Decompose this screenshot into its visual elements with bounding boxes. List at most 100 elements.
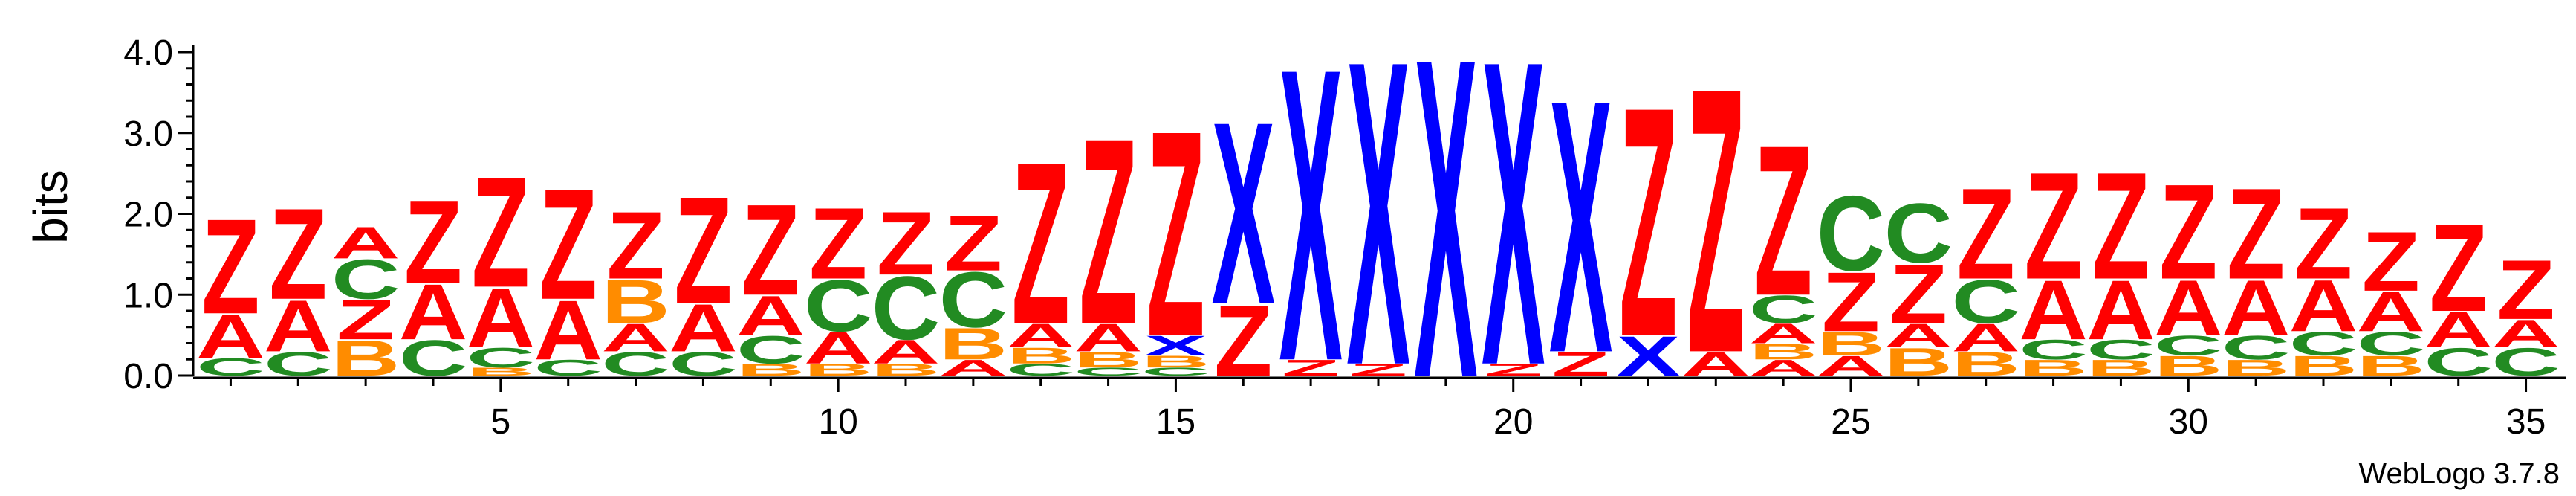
logo-letter-a: A (1749, 318, 1817, 350)
logo-letter-a: A (264, 286, 332, 367)
logo-letter-a: A (1951, 315, 2019, 360)
logo-letter-z: Z (2159, 156, 2217, 308)
logo-letter-x: X (1144, 330, 1207, 361)
logo-letter-c: C (2424, 340, 2492, 384)
logo-letter-z: Z (1349, 361, 1407, 379)
logo-letter-b: B (2289, 350, 2358, 381)
logo-letter-x: X (1549, 25, 1613, 428)
logo-letter-a: A (872, 333, 940, 371)
logo-letter-a: A (736, 285, 805, 347)
logo-letter-a: A (2424, 301, 2492, 358)
logo-letter-c: C (736, 327, 805, 372)
logo-letter-a: A (2222, 263, 2290, 352)
logo-letter-c: C (1006, 361, 1074, 379)
logo-letter-z: Z (1687, 9, 1745, 432)
logo-letter-b: B (804, 361, 872, 379)
footer-credit: WebLogo 3.7.8 (2358, 457, 2560, 490)
logo-letter-c: C (1884, 185, 1953, 280)
logo-letter-z: Z (2430, 198, 2488, 337)
logo-letter-z: Z (1957, 161, 2015, 306)
logo-letter-z: Z (877, 193, 935, 294)
logo-letter-a: A (467, 271, 535, 366)
logo-letter-z: Z (1619, 38, 1677, 405)
logo-letter-b: B (1817, 325, 1885, 363)
logo-letter-c: C (533, 355, 602, 381)
logo-letter-b: B (1074, 347, 1142, 373)
logo-letter-z: Z (404, 175, 462, 308)
logo-letter-z: Z (1822, 254, 1880, 350)
logo-letter-a: A (2154, 263, 2222, 352)
logo-letter-z: Z (2496, 242, 2554, 337)
logo-letter-c: C (2222, 329, 2290, 367)
logo-letter-z: Z (809, 187, 867, 301)
logo-letter-z: Z (2092, 141, 2150, 312)
logo-letter-z: Z (472, 144, 530, 321)
logo-letter-z: Z (337, 289, 395, 351)
y-tick-label: 1.0 (123, 276, 173, 315)
x-tick-label: 10 (818, 402, 857, 442)
logo-letter-b: B (1006, 343, 1074, 368)
logo-letter-c: C (1074, 365, 1142, 378)
logo-letter-a: A (2491, 312, 2560, 356)
logo-letter-z: Z (269, 181, 327, 326)
logo-letter-x: X (1414, 0, 1478, 472)
logo-letter-b: B (601, 267, 669, 337)
logo-letter-c: C (2086, 334, 2155, 365)
logo-letter-z: Z (539, 156, 597, 332)
logo-letter-c: C (1951, 267, 2019, 337)
logo-letter-x: X (1279, 0, 1343, 448)
logo-letter-z: Z (606, 193, 664, 300)
logo-letter-b: B (1141, 352, 1210, 371)
logo-letter-z: Z (1282, 355, 1340, 381)
y-axis-title: bits (24, 170, 77, 244)
logo-letter-z: Z (1012, 114, 1070, 373)
logo-letter-z: Z (2227, 161, 2285, 306)
logo-letter-a: A (1074, 315, 1142, 360)
axes: 0.0 1.0 2.0 3.0 4.0 5 10 15 20 25 30 35 (123, 33, 2566, 442)
logo-letter-b: B (2154, 350, 2222, 381)
logo-letter-b: B (939, 319, 1008, 370)
y-tick-label: 0.0 (123, 357, 173, 396)
logo-letter-b: B (1884, 340, 1953, 384)
logo-letter-z: Z (1889, 246, 1947, 341)
logo-letter-z: Z (1146, 70, 1204, 398)
logo-letter-a: A (669, 290, 737, 367)
logo-letter-c: C (2491, 340, 2560, 384)
y-tick-label: 3.0 (123, 115, 173, 154)
x-tick-label: 15 (1156, 402, 1195, 442)
logo-letter-z: Z (2294, 187, 2352, 301)
logo-letter-c: C (939, 255, 1008, 344)
logo-letter-c: C (2357, 325, 2425, 363)
logo-letter-z: Z (742, 178, 799, 323)
logo-letter-a: A (1817, 350, 1885, 381)
logo-letter-x: X (1212, 68, 1276, 358)
logo-letter-z: Z (1485, 361, 1542, 379)
logo-letter-c: C (1817, 174, 1885, 294)
logo-letter-a: A (331, 218, 400, 268)
logo-letter-z: Z (2362, 213, 2420, 309)
logo-letter-a: A (1884, 317, 1953, 355)
logo-letter-c: C (804, 265, 872, 347)
y-tick-label: 4.0 (123, 33, 173, 73)
logo-letter-z: Z (674, 165, 732, 335)
logo-letter-b: B (2222, 355, 2290, 381)
logo-letter-a: A (1006, 317, 1074, 355)
logo-letter-c: C (2019, 334, 2087, 365)
logo-letter-c: C (331, 248, 400, 311)
logo-letter-a: A (399, 267, 467, 355)
logo-letter-c: C (1749, 287, 1817, 332)
logo-letter-a: A (601, 315, 669, 360)
x-tick-label: 30 (2169, 402, 2208, 442)
logo-letter-a: A (533, 283, 602, 378)
logo-letter-z: Z (2024, 141, 2082, 312)
logo-letter-c: C (872, 258, 940, 358)
logo-letter-z: Z (1079, 83, 1137, 379)
logo-letter-z: Z (944, 199, 1002, 287)
logo-letter-c: C (196, 353, 265, 381)
logo-letter-a: A (196, 301, 265, 371)
logo-letter-b: B (2019, 355, 2087, 381)
x-tick-label: 25 (1831, 402, 1870, 442)
x-tick-label: 5 (491, 402, 511, 442)
logo-letter-c: C (2154, 330, 2222, 361)
